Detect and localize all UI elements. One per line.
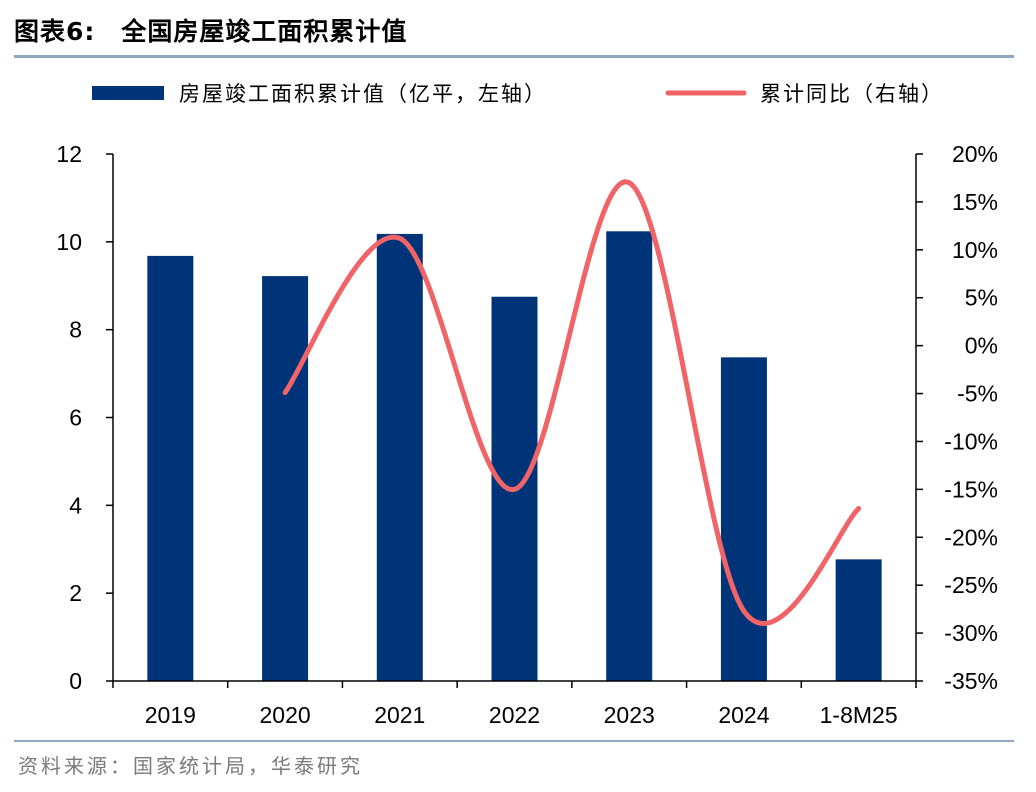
chart-axes: 0 2 4 6 8 10 12 -35% -30% -25% -20% -15% -10% -5% 0% 5%… [56,141,998,728]
bar-2024 [720,357,767,681]
bar-2019 [147,255,194,682]
legend-bar-label: 房屋竣工面积累计值（亿平，左轴） [179,82,547,106]
x-tick-label: 2019 [145,702,196,728]
right-tick-label: 10% [952,237,998,263]
title-divider [14,55,1014,58]
legend-line-label: 累计同比（右轴） [760,82,944,106]
right-tick-label: 15% [952,189,998,215]
bar-2020 [262,276,309,681]
right-tick-label: -20% [944,524,998,550]
bar-2023 [606,231,653,681]
source-note: 资料来源：国家统计局，华泰研究 [18,754,363,778]
x-tick-label: 2021 [374,702,425,728]
right-tick-label: -5% [957,381,998,407]
x-tick-label: 2020 [259,702,310,728]
x-tick-label: 2024 [718,702,769,728]
right-tick-label: 0% [965,333,998,359]
bar-2021 [376,233,423,681]
left-tick-label: 0 [69,668,82,694]
yoy-line [282,179,862,626]
right-tick-label: -35% [944,668,998,694]
x-tick-label: 2022 [489,702,540,728]
left-tick-label: 10 [56,229,82,255]
right-tick-label: 5% [965,285,998,311]
right-tick-label: -10% [944,428,998,454]
left-tick-label: 2 [69,580,82,606]
chart-legend: 房屋竣工面积累计值（亿平，左轴） 累计同比（右轴） [92,82,944,106]
right-tick-label: -30% [944,620,998,646]
x-tick-label: 2023 [604,702,655,728]
right-tick-label: -15% [944,476,998,502]
footer-divider [14,740,1014,742]
left-tick-label: 12 [56,141,82,167]
figure-label: 图表6: [14,17,96,46]
line-series [282,179,862,626]
left-tick-label: 8 [69,317,82,343]
figure-title: 全国房屋竣工面积累计值 [121,17,408,46]
left-tick-label: 4 [69,492,82,518]
bar-1-8M25 [835,559,882,681]
chart-area: 房屋竣工面积累计值（亿平，左轴） 累计同比（右轴） 0 2 4 6 8 10 12 -35% -3… [56,82,998,728]
figure-title-block: 图表6: 全国房屋竣工面积累计值 [14,12,407,48]
left-tick-label: 6 [69,405,82,431]
right-tick-label: 20% [952,141,998,167]
right-tick-label: -25% [944,572,998,598]
x-tick-label: 1-8M25 [820,702,898,728]
legend-bar-swatch [92,86,164,100]
bar-series [147,231,882,682]
